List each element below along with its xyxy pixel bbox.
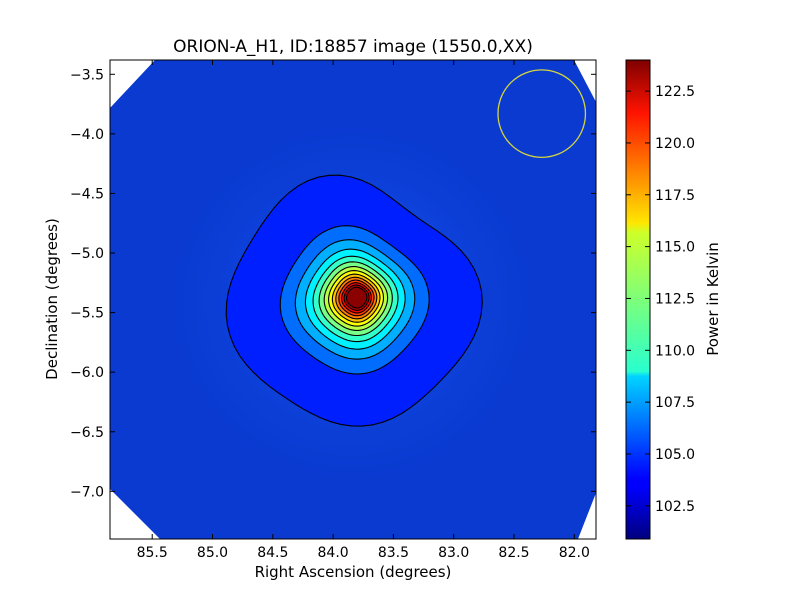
- x-tick-label: 83.0: [438, 545, 469, 561]
- colorbar-tick-label: 110.0: [655, 343, 695, 359]
- contour-line: [304, 248, 406, 350]
- contour-line: [279, 225, 430, 375]
- colorbar: [625, 59, 651, 540]
- contour-line: [312, 255, 399, 343]
- contour-line: [294, 239, 416, 360]
- chart-title: ORION-A_H1, ID:18857 image (1550.0,XX): [173, 37, 533, 57]
- colorbar-ticks: 102.5 105.0 107.5 110.0 112.5 115.0 117.5 120.0…: [626, 84, 695, 515]
- x-tick-label: 85.0: [197, 545, 228, 561]
- contour-line: [331, 273, 381, 323]
- x-tick-label: 85.5: [137, 545, 168, 561]
- plot-frame: [109, 59, 597, 540]
- contour-band: [346, 287, 367, 308]
- y-tick-label: −6.0: [70, 365, 104, 381]
- x-tick-label: 82.0: [559, 545, 590, 561]
- colorbar-tick-label: 120.0: [655, 136, 695, 152]
- plot-area: [110, 60, 596, 539]
- blank-corner: [110, 489, 160, 539]
- x-tick-label: 83.5: [378, 545, 409, 561]
- heatmap-layer: [152, 107, 553, 498]
- y-tick-label: −5.5: [70, 306, 104, 322]
- y-tick-label: −4.0: [70, 127, 104, 143]
- contour-layer: [225, 174, 483, 427]
- contour-line: [225, 174, 483, 427]
- x-tick-label: 84.5: [257, 545, 288, 561]
- colorbar-tick-label: 122.5: [655, 84, 695, 100]
- contour-line: [328, 270, 385, 327]
- blank-corner: [110, 60, 155, 108]
- contour-line: [323, 266, 389, 331]
- x-axis-ticks: 85.5 85.0 84.5 84.0 83.5 83.0 82.5 82.0: [137, 60, 590, 561]
- y-tick-label: −5.0: [70, 246, 104, 262]
- blank-corner: [574, 60, 596, 102]
- x-tick-label: 84.0: [318, 545, 349, 561]
- beam-circle: [497, 69, 587, 158]
- colorbar-tick-label: 102.5: [655, 499, 695, 515]
- colorbar-tick-label: 105.0: [655, 447, 695, 463]
- x-tick-label: 82.5: [498, 545, 529, 561]
- colorbar-tick-label: 115.0: [655, 240, 695, 256]
- y-tick-label: −4.5: [70, 186, 104, 202]
- contour-line: [318, 261, 393, 337]
- colorbar-label: Power in Kelvin: [704, 242, 722, 356]
- y-axis-ticks: −3.5 −4.0 −4.5 −5.0 −5.5 −6.0 −6.5 −7.0: [70, 67, 596, 500]
- colorbar-tick-label: 112.5: [655, 291, 695, 307]
- y-axis-label: Declination (degrees): [43, 218, 61, 380]
- blank-corner: [578, 493, 596, 539]
- colorbar-tick-label: 117.5: [655, 188, 695, 204]
- y-tick-label: −3.5: [70, 67, 104, 83]
- contour-line: [345, 286, 368, 309]
- y-tick-label: −7.0: [70, 484, 104, 500]
- x-axis-label: Right Ascension (degrees): [255, 563, 452, 581]
- contour-line: [341, 282, 372, 314]
- blank-corners: [110, 60, 596, 539]
- contour-line: [335, 276, 378, 320]
- contour-line: [338, 279, 375, 317]
- colorbar-tick-label: 107.5: [655, 395, 695, 411]
- y-tick-label: −6.5: [70, 425, 104, 441]
- contour-line: [343, 284, 370, 311]
